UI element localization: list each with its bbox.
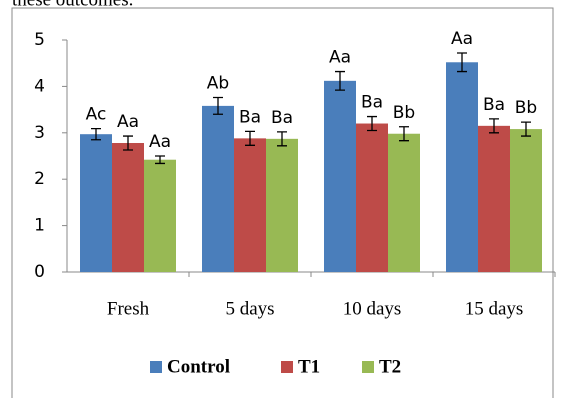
bar-annotation: Aa bbox=[329, 48, 351, 68]
error-bar bbox=[245, 130, 255, 146]
error-bar bbox=[489, 118, 499, 134]
error-bar bbox=[91, 127, 101, 141]
legend-label: Control bbox=[167, 356, 230, 377]
legend-label: T1 bbox=[298, 356, 320, 377]
bar bbox=[234, 138, 266, 272]
error-bar bbox=[155, 155, 165, 165]
error-bar bbox=[277, 131, 287, 147]
bar-annotation: Aa bbox=[117, 112, 139, 132]
bar-annotation: Ba bbox=[239, 107, 261, 127]
x-tick-label: 10 days bbox=[343, 298, 402, 319]
error-bar bbox=[521, 121, 531, 137]
bar bbox=[478, 125, 510, 272]
chart-frame bbox=[11, 7, 554, 398]
y-tick-label: 0 bbox=[34, 262, 45, 282]
legend-swatch bbox=[150, 361, 162, 373]
bar bbox=[202, 105, 234, 272]
caption: these outcomes. bbox=[12, 0, 133, 10]
legend-swatch bbox=[281, 361, 293, 373]
y-tick-label: 2 bbox=[34, 169, 45, 189]
x-tick-label: Fresh bbox=[107, 298, 150, 319]
y-tick-label: 5 bbox=[34, 30, 45, 50]
x-tick-label: 5 days bbox=[225, 298, 274, 319]
bar bbox=[356, 123, 388, 273]
bar bbox=[388, 133, 420, 272]
bar bbox=[112, 143, 144, 272]
caption-mask bbox=[0, 0, 567, 7]
legend-swatch bbox=[362, 361, 374, 373]
y-tick-label: 1 bbox=[34, 216, 45, 236]
bar-annotation: Ba bbox=[483, 95, 505, 115]
bar bbox=[446, 62, 478, 272]
bar bbox=[266, 138, 298, 272]
error-bar bbox=[457, 52, 467, 73]
bar-annotation: Bb bbox=[515, 98, 537, 118]
error-bar bbox=[123, 135, 133, 151]
bar bbox=[324, 80, 356, 272]
bar-annotation: Aa bbox=[149, 132, 171, 152]
bar-annotation: Ba bbox=[271, 108, 293, 128]
bar-annotation: Ba bbox=[361, 93, 383, 113]
x-tick-label: 15 days bbox=[465, 298, 524, 319]
bar-annotation: Ac bbox=[86, 105, 107, 125]
bar bbox=[144, 159, 176, 272]
bar-annotation: Ab bbox=[207, 74, 229, 94]
bar-annotation: Bb bbox=[393, 103, 415, 123]
y-tick-label: 4 bbox=[34, 76, 45, 96]
legend-label: T2 bbox=[379, 356, 401, 377]
bar bbox=[80, 134, 112, 272]
error-bar bbox=[399, 126, 409, 142]
bar-annotation: Aa bbox=[451, 29, 473, 49]
y-tick-label: 3 bbox=[34, 123, 45, 143]
bar bbox=[510, 129, 542, 272]
error-bar bbox=[213, 96, 223, 115]
error-bar bbox=[367, 115, 377, 132]
error-bar bbox=[335, 70, 345, 91]
